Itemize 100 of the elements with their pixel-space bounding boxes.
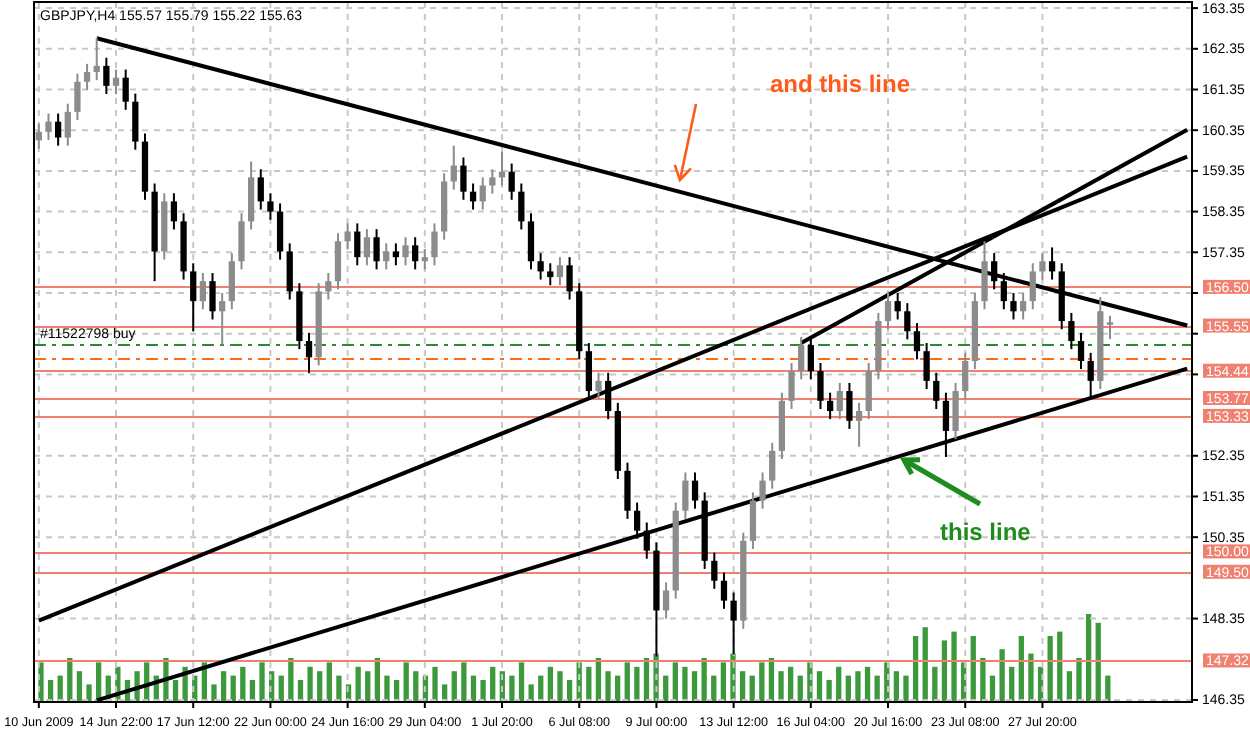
bar bbox=[211, 684, 217, 702]
candlestick bbox=[267, 192, 274, 221]
candlestick bbox=[836, 381, 843, 421]
bar bbox=[999, 649, 1005, 702]
candlestick bbox=[595, 371, 602, 401]
candlestick bbox=[643, 521, 650, 560]
candlestick bbox=[383, 242, 390, 271]
candlestick bbox=[769, 441, 776, 490]
candlestick bbox=[633, 501, 641, 540]
candlestick bbox=[305, 331, 313, 375]
candlestick bbox=[190, 262, 197, 333]
bar bbox=[518, 662, 525, 702]
bar bbox=[220, 671, 227, 702]
candlestick bbox=[209, 272, 216, 321]
candlestick bbox=[286, 242, 293, 301]
bar bbox=[1085, 614, 1092, 702]
bar bbox=[307, 666, 313, 702]
candlestick bbox=[691, 471, 699, 510]
candlestick bbox=[624, 461, 631, 520]
bar bbox=[326, 662, 332, 702]
bar bbox=[682, 666, 688, 702]
candlestick bbox=[170, 192, 178, 231]
annotation: and this line bbox=[770, 70, 911, 98]
bar bbox=[855, 671, 861, 702]
candlestick bbox=[817, 361, 824, 410]
candlestick bbox=[933, 371, 940, 410]
candlestick bbox=[1068, 311, 1075, 351]
candlestick bbox=[247, 160, 255, 231]
candlestick bbox=[103, 56, 110, 95]
candlestick bbox=[460, 156, 467, 201]
candlestick bbox=[547, 262, 554, 287]
candlestick bbox=[991, 252, 998, 291]
candlestick bbox=[93, 36, 100, 82]
bar bbox=[951, 631, 957, 702]
candlestick bbox=[846, 381, 853, 430]
bar bbox=[826, 680, 832, 702]
candlestick bbox=[682, 471, 689, 520]
candlestick bbox=[344, 222, 351, 251]
bar bbox=[672, 662, 678, 702]
candlestick bbox=[711, 551, 718, 590]
candlestick bbox=[363, 228, 371, 267]
candlestick bbox=[981, 240, 988, 311]
bar bbox=[259, 662, 265, 702]
candlestick bbox=[508, 162, 515, 201]
candlestick bbox=[1019, 291, 1027, 321]
bar bbox=[317, 671, 323, 702]
candlestick bbox=[354, 222, 361, 267]
candlestick bbox=[334, 232, 342, 291]
candlestick bbox=[1039, 252, 1046, 281]
candlestick bbox=[585, 342, 593, 401]
candlestick bbox=[325, 272, 332, 301]
bar bbox=[86, 684, 92, 702]
candlestick bbox=[566, 256, 573, 301]
candlestick bbox=[479, 176, 486, 211]
bar bbox=[509, 675, 515, 702]
candlestick bbox=[855, 401, 863, 448]
candlestick bbox=[489, 168, 496, 195]
bar bbox=[172, 680, 179, 702]
bar bbox=[759, 662, 765, 702]
candlestick bbox=[904, 302, 911, 341]
candlestick bbox=[865, 361, 872, 421]
candlestick bbox=[962, 351, 969, 401]
candlestick bbox=[798, 335, 805, 381]
candlestick bbox=[942, 391, 950, 458]
candlestick bbox=[749, 491, 757, 550]
bar bbox=[384, 675, 390, 702]
bar bbox=[432, 666, 438, 702]
candlestick bbox=[132, 92, 139, 151]
candlestick bbox=[527, 212, 535, 271]
bar bbox=[38, 662, 44, 702]
candlestick bbox=[884, 291, 892, 331]
bar bbox=[1076, 658, 1082, 702]
bar bbox=[634, 666, 640, 702]
bar bbox=[288, 658, 294, 702]
candlestick bbox=[1048, 246, 1056, 281]
bar bbox=[76, 671, 83, 702]
candlestick bbox=[112, 68, 120, 95]
bar bbox=[1095, 622, 1101, 702]
candlestick bbox=[83, 62, 91, 91]
candlestick bbox=[431, 222, 438, 267]
bar bbox=[365, 671, 371, 702]
candlestick bbox=[74, 72, 81, 122]
candlestick bbox=[54, 112, 62, 147]
annotation: this line bbox=[940, 518, 1032, 546]
bar bbox=[941, 640, 948, 702]
candlestick bbox=[894, 291, 901, 321]
bar bbox=[480, 680, 486, 702]
candlestick bbox=[537, 252, 544, 281]
candlestick bbox=[662, 581, 670, 620]
candlestick bbox=[923, 342, 930, 391]
candlestick bbox=[257, 168, 264, 211]
bar bbox=[461, 662, 467, 702]
candlestick bbox=[788, 361, 795, 410]
bar bbox=[778, 671, 784, 702]
candlestick bbox=[412, 236, 419, 271]
candlestick bbox=[64, 102, 71, 147]
bar bbox=[605, 671, 611, 702]
bar bbox=[807, 662, 813, 702]
candlestick bbox=[720, 571, 728, 610]
candlestick bbox=[228, 252, 235, 311]
